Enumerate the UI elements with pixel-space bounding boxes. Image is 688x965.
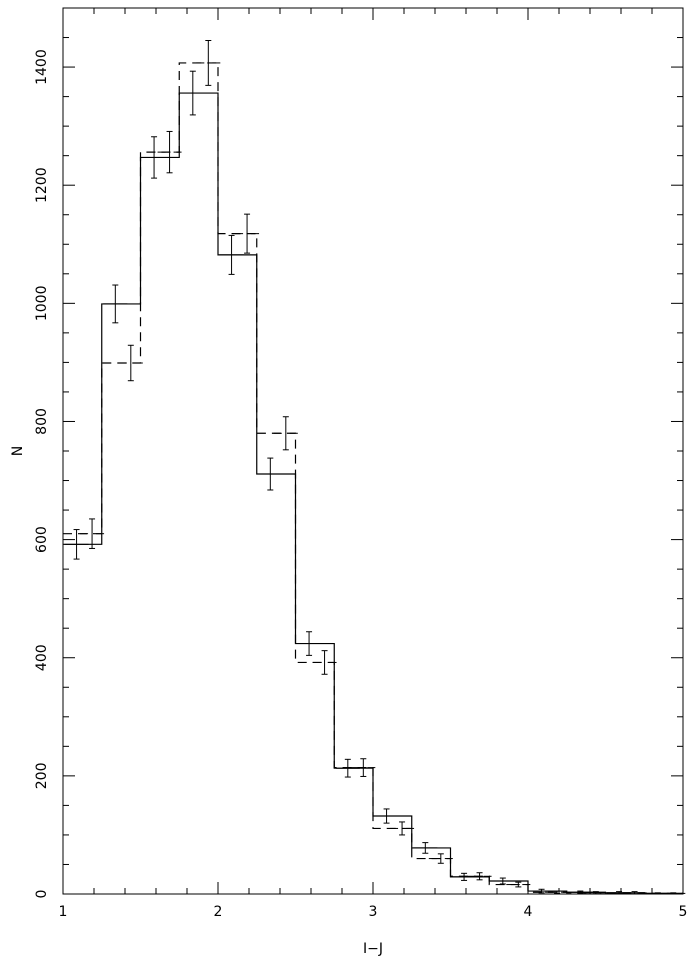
x-tick-labels: 1 2 3 4 5 <box>59 904 688 920</box>
plot-frame <box>63 8 683 894</box>
y-tick-label: 0 <box>34 890 50 899</box>
y-tick-label: 400 <box>34 644 50 671</box>
x-tick-label: 1 <box>59 904 68 920</box>
y-tick-label: 1200 <box>34 167 50 203</box>
x-tick-label: 3 <box>369 904 378 920</box>
y-tick-label: 1400 <box>34 49 50 85</box>
y-axis-label: N <box>10 446 26 456</box>
x-tick-label: 4 <box>524 904 533 920</box>
axis-ticks <box>63 8 683 894</box>
y-tick-labels: 0 200 400 600 800 1000 1200 1400 <box>34 49 50 898</box>
histogram-step <box>63 63 683 893</box>
x-tick-label: 5 <box>679 904 688 920</box>
x-axis-label: I−J <box>363 941 383 957</box>
y-tick-label: 200 <box>34 762 50 789</box>
x-tick-label: 2 <box>214 904 223 920</box>
y-tick-label: 800 <box>34 408 50 435</box>
y-tick-label: 1000 <box>34 286 50 322</box>
series-dashed <box>63 40 685 894</box>
series-layer <box>63 40 685 894</box>
y-tick-label: 600 <box>34 526 50 553</box>
